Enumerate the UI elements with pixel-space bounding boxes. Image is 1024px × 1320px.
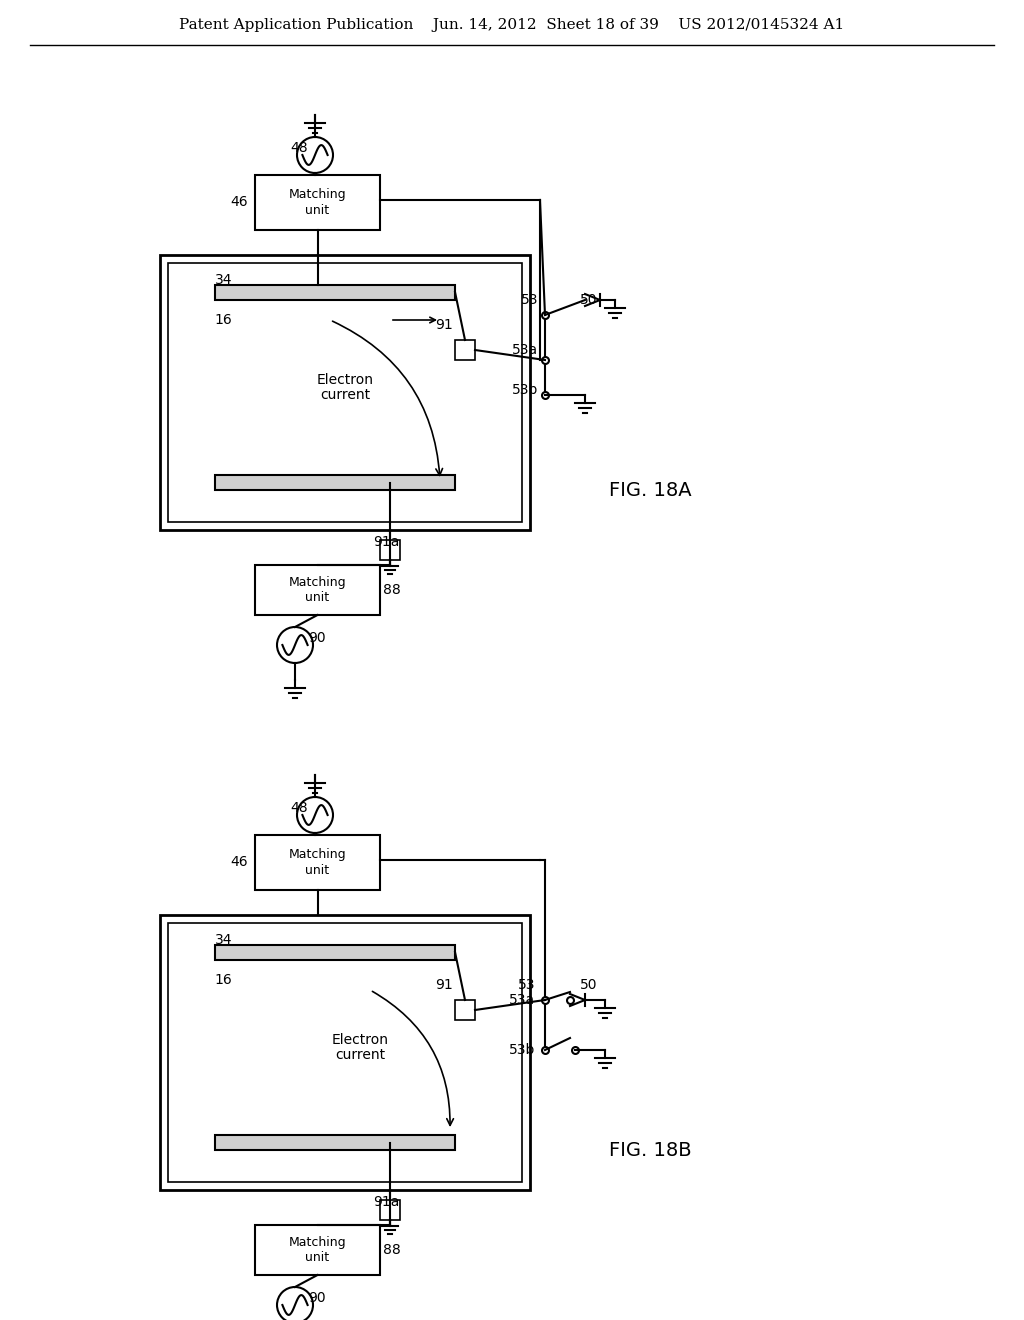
FancyBboxPatch shape xyxy=(255,176,380,230)
Bar xyxy=(215,945,455,960)
Text: Electron: Electron xyxy=(332,1034,388,1047)
Text: Matching: Matching xyxy=(289,576,346,589)
Text: 91: 91 xyxy=(435,318,453,333)
Text: 53b: 53b xyxy=(509,1043,535,1057)
Bar xyxy=(168,263,522,521)
FancyBboxPatch shape xyxy=(255,836,380,890)
Text: 16: 16 xyxy=(214,313,232,327)
Text: 48: 48 xyxy=(291,141,308,154)
Text: 91: 91 xyxy=(435,978,453,993)
Text: 34: 34 xyxy=(214,933,232,946)
FancyBboxPatch shape xyxy=(255,565,380,615)
Bar xyxy=(160,915,530,1191)
Text: unit: unit xyxy=(305,865,330,878)
Text: 90: 90 xyxy=(308,631,326,645)
FancyBboxPatch shape xyxy=(255,1225,380,1275)
Text: 50: 50 xyxy=(580,978,597,993)
FancyArrowPatch shape xyxy=(333,321,442,475)
Text: unit: unit xyxy=(305,1251,330,1265)
Text: 53b: 53b xyxy=(512,383,538,397)
Text: unit: unit xyxy=(305,591,330,605)
Bar xyxy=(160,255,530,531)
Bar xyxy=(215,475,455,490)
Text: 88: 88 xyxy=(383,583,400,597)
Text: 90: 90 xyxy=(308,1291,326,1305)
Text: 48: 48 xyxy=(291,801,308,814)
Text: 88: 88 xyxy=(383,1243,400,1257)
Text: FIG. 18B: FIG. 18B xyxy=(608,1140,691,1159)
Bar xyxy=(380,540,400,560)
Text: 91a: 91a xyxy=(374,535,400,549)
Text: 53: 53 xyxy=(520,293,538,308)
Text: Patent Application Publication    Jun. 14, 2012  Sheet 18 of 39    US 2012/01453: Patent Application Publication Jun. 14, … xyxy=(179,18,845,32)
Bar xyxy=(168,923,522,1181)
Text: Electron: Electron xyxy=(316,374,374,387)
Bar xyxy=(455,1001,475,1020)
Bar xyxy=(215,285,455,300)
FancyArrowPatch shape xyxy=(373,991,454,1126)
Text: unit: unit xyxy=(305,205,330,218)
Bar xyxy=(215,1135,455,1150)
Text: 46: 46 xyxy=(230,195,248,209)
Text: 46: 46 xyxy=(230,855,248,869)
Bar xyxy=(380,1200,400,1220)
Bar xyxy=(455,341,475,360)
Text: Matching: Matching xyxy=(289,847,346,861)
Text: 50: 50 xyxy=(580,293,597,308)
Text: Matching: Matching xyxy=(289,187,346,201)
Text: 53: 53 xyxy=(517,978,535,993)
Text: Matching: Matching xyxy=(289,1236,346,1249)
Text: 34: 34 xyxy=(214,273,232,286)
Text: 16: 16 xyxy=(214,973,232,987)
Text: 53a: 53a xyxy=(509,993,535,1007)
Text: 91a: 91a xyxy=(374,1195,400,1209)
Text: current: current xyxy=(319,388,370,403)
Text: FIG. 18A: FIG. 18A xyxy=(608,480,691,499)
Text: current: current xyxy=(335,1048,385,1063)
Text: 53a: 53a xyxy=(512,343,538,356)
